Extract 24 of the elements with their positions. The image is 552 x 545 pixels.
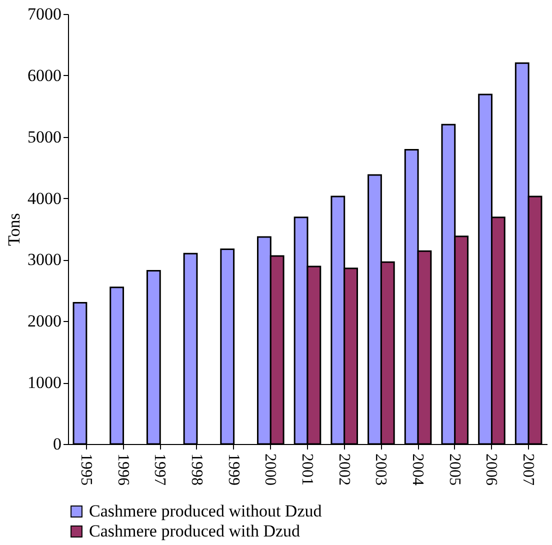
- y-tick-label: 6000: [28, 66, 62, 85]
- y-tick-label: 7000: [28, 4, 62, 24]
- x-tick-label: 2002: [335, 454, 352, 486]
- x-tick-label: 2003: [372, 454, 390, 486]
- x-tick-label: 2001: [298, 454, 316, 486]
- x-tick-label: 2004: [409, 454, 426, 486]
- x-tick-label: 2007: [520, 454, 537, 486]
- x-tick-label: 2005: [446, 454, 463, 486]
- y-tick-label: 4000: [28, 188, 62, 208]
- x-tick-label: 1998: [188, 454, 205, 486]
- y-tick-label: 3000: [28, 250, 62, 270]
- legend-label: Cashmere produced with Dzud: [89, 522, 301, 540]
- x-tick-label: 2006: [482, 454, 500, 486]
- x-tick-label: 1997: [151, 454, 168, 486]
- x-tick-label: 1999: [224, 454, 242, 486]
- x-tick-label: 2000: [262, 454, 279, 486]
- x-tick-label: 1995: [77, 454, 94, 486]
- y-tick-label: 1000: [28, 373, 62, 392]
- y-tick-label: 5000: [28, 127, 62, 146]
- legend-label: Cashmere produced without Dzud: [89, 502, 322, 520]
- y-tick-label: 0: [53, 434, 62, 454]
- x-tick-label: 1996: [114, 454, 132, 486]
- y-axis-title: Tons: [4, 213, 24, 246]
- y-tick-label: 2000: [28, 312, 62, 331]
